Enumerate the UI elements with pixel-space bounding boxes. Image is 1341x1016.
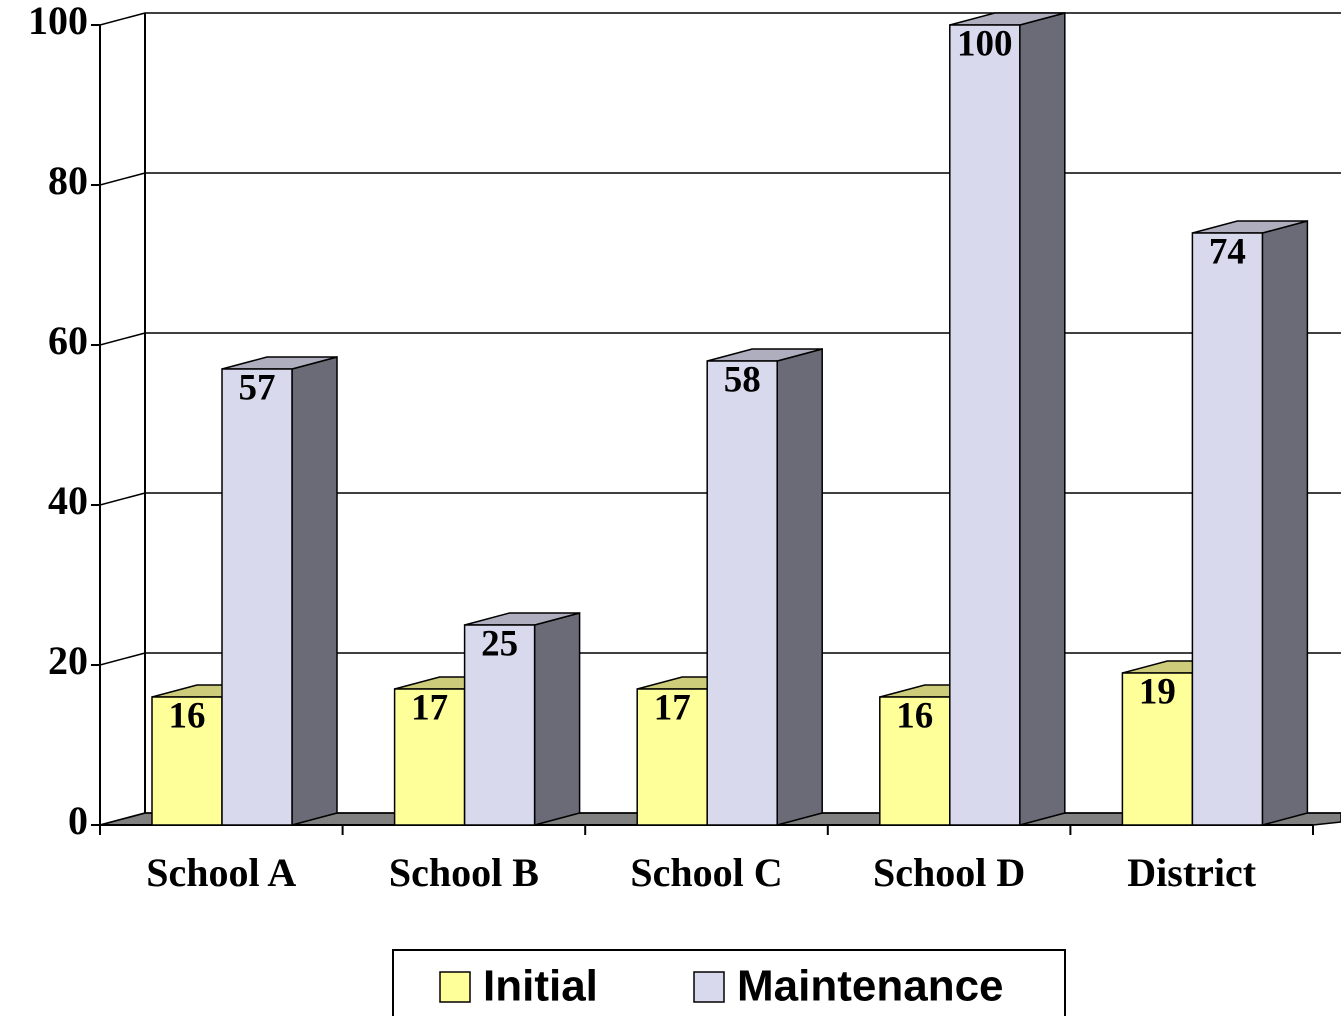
- y-tick-label: 40: [48, 478, 88, 523]
- bar-side: [1261, 220, 1309, 826]
- data-label: 17: [654, 687, 691, 728]
- legend-label: Initial: [483, 962, 598, 1011]
- grid-line: [99, 332, 1341, 346]
- grid-line: [99, 172, 1341, 186]
- y-tick-label: 100: [28, 0, 88, 43]
- bar-side: [291, 356, 338, 826]
- bar-front: [1191, 232, 1264, 826]
- data-label: 57: [239, 367, 276, 408]
- x-tick-label: School A: [146, 850, 296, 895]
- data-label: 16: [896, 695, 933, 736]
- data-label: 19: [1139, 671, 1176, 712]
- bar-side: [776, 348, 823, 826]
- bar-front: [463, 624, 536, 826]
- y-tick-label: 0: [68, 798, 88, 843]
- bar-front: [151, 696, 223, 826]
- data-label: 25: [481, 623, 518, 664]
- legend-swatch: [693, 971, 725, 1003]
- bar-side: [1019, 12, 1066, 826]
- x-tick-label: District: [1127, 850, 1257, 895]
- bar-front: [393, 688, 466, 826]
- bar: [1191, 220, 1309, 826]
- data-label: 17: [411, 687, 448, 728]
- legend-label: Maintenance: [737, 962, 1004, 1011]
- data-label: 58: [724, 359, 761, 400]
- y-tick-label: 20: [48, 638, 88, 683]
- grid-line: [99, 492, 1341, 506]
- legend-swatch: [439, 971, 471, 1003]
- data-label: 100: [957, 23, 1013, 64]
- data-label: 74: [1209, 231, 1246, 272]
- x-tick-label: School D: [873, 850, 1025, 895]
- bar-front: [221, 368, 293, 826]
- bar-side: [533, 612, 581, 826]
- x-tick-label: School C: [630, 850, 782, 895]
- bar: [221, 356, 338, 826]
- bar: [463, 612, 581, 826]
- x-tick-label: School B: [389, 850, 539, 895]
- bar: [949, 12, 1066, 826]
- bar-front: [1121, 672, 1194, 826]
- bar-front: [879, 696, 951, 826]
- bar: [706, 348, 823, 826]
- bar-front: [949, 24, 1021, 826]
- data-label: 16: [169, 695, 206, 736]
- y-tick-label: 60: [48, 318, 88, 363]
- bar-front: [636, 688, 708, 826]
- bar-front: [706, 360, 778, 826]
- y-tick-label: 80: [48, 158, 88, 203]
- grid-line: [99, 12, 1341, 26]
- legend-box: [392, 949, 1066, 1016]
- grid-line: [99, 652, 1341, 666]
